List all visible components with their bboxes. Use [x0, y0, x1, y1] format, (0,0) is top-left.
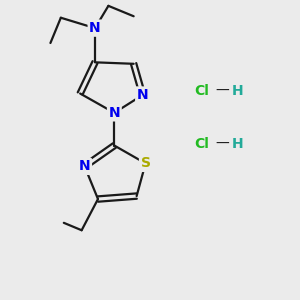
- Text: N: N: [109, 106, 120, 120]
- Text: Cl: Cl: [195, 84, 209, 98]
- Text: —: —: [215, 137, 229, 151]
- Text: N: N: [137, 88, 148, 102]
- Text: H: H: [232, 84, 243, 98]
- Text: Cl: Cl: [195, 137, 209, 151]
- Text: N: N: [79, 159, 90, 173]
- Text: —: —: [215, 84, 229, 98]
- Text: N: N: [89, 21, 101, 35]
- Text: H: H: [232, 137, 243, 151]
- Text: S: S: [140, 156, 151, 170]
